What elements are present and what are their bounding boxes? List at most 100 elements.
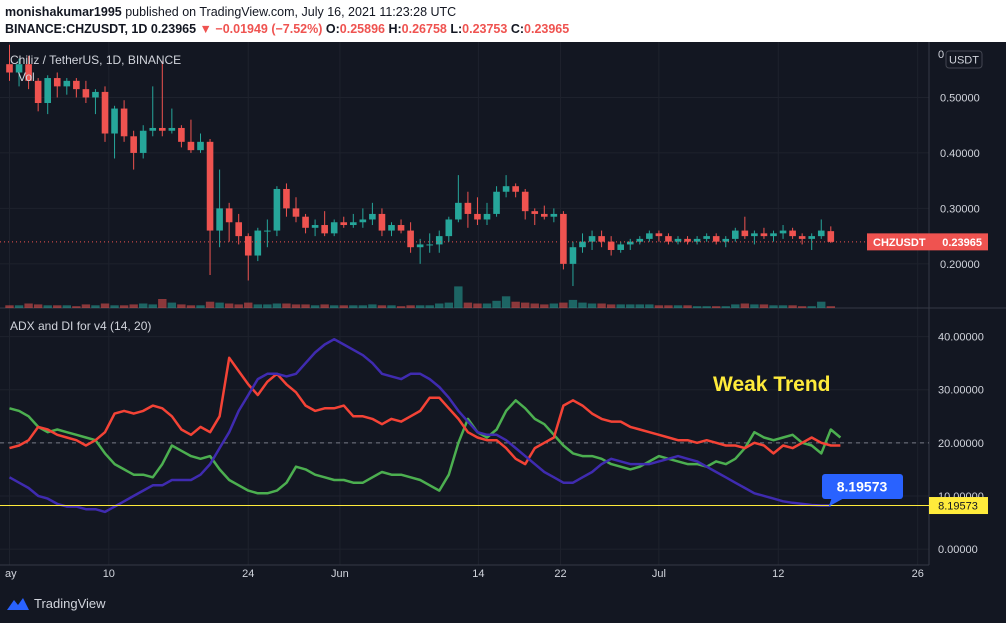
volume-bar [5, 305, 14, 308]
candle-body [770, 233, 777, 237]
volume-bar [320, 304, 329, 308]
volume-bar [62, 305, 71, 308]
volume-bar [310, 305, 320, 308]
volume-bar [33, 304, 43, 308]
volume-bar [253, 304, 262, 308]
candle-body [6, 64, 13, 73]
indicator-tick-label: 30.00000 [938, 385, 984, 397]
price-change: −0.01949 (−7.52%) [215, 22, 323, 36]
volume-bar [626, 304, 635, 308]
volume-bar [215, 302, 224, 308]
candle-body [53, 78, 61, 87]
volume-bar [425, 305, 434, 308]
close-label: C: [510, 22, 525, 36]
candle-body [273, 188, 281, 231]
volume-bar [740, 303, 750, 308]
candle-body [178, 127, 185, 142]
volume-bar [482, 303, 492, 308]
last-price-symbol: CHZUSDT [873, 237, 926, 249]
volume-bar [330, 305, 339, 308]
volume-bar [635, 304, 644, 308]
time-axis[interactable]: ay 10 24 Jun 14 22 Jul 12 26 [5, 568, 924, 580]
time-tick-label: Jun [331, 568, 349, 580]
volume-bar [72, 306, 81, 308]
candle-body [531, 211, 539, 214]
close-value: 0.23965 [524, 22, 570, 36]
last-price: 0.23965 [150, 22, 197, 36]
candle-body [426, 244, 433, 246]
volume-bar [587, 303, 597, 308]
indicator-tick-label: 40.00000 [938, 332, 984, 344]
volume-bar [597, 303, 606, 308]
candle-body [197, 141, 204, 151]
candle-body [598, 236, 605, 242]
candle-body [483, 213, 491, 220]
candle-body [588, 236, 596, 242]
volume-bar [559, 302, 568, 308]
candle-body [15, 64, 23, 73]
candle-body [82, 89, 90, 98]
candle-body [321, 225, 328, 234]
volume-bar [606, 304, 616, 308]
volume-bar [158, 299, 167, 308]
publication-info: published on TradingView.com, July 16, 2… [125, 5, 457, 19]
volume-bar [110, 305, 119, 308]
volume-bar [291, 304, 301, 308]
candle-body [168, 127, 176, 131]
tradingview-brand: TradingView [34, 596, 106, 611]
main-chart-title: Chiliz / TetherUS, 1D, BINANCE [10, 53, 181, 67]
candle-body [569, 247, 577, 264]
volume-bar [750, 304, 759, 308]
candle-body [607, 241, 615, 250]
volume-bar [721, 306, 730, 308]
volume-bar [339, 305, 348, 308]
candle-body [560, 213, 567, 264]
grid [0, 42, 929, 565]
volume-bar [263, 304, 272, 308]
volume-bar [186, 305, 196, 308]
candle-body [808, 236, 815, 239]
tradingview-logo[interactable]: TradingView [7, 596, 106, 611]
volume-bar [511, 301, 520, 308]
down-arrow-icon: ▼ [199, 22, 212, 36]
currency-badge-frame [945, 50, 983, 69]
candle-body [350, 222, 357, 226]
author-name[interactable]: monishakumar1995 [5, 5, 122, 19]
low-value: 0.23753 [462, 22, 508, 36]
price-axis[interactable]: 0.20000 0.30000 0.40000 0.50000 [940, 92, 980, 270]
candle-body [254, 230, 262, 256]
volume-bar [349, 305, 358, 308]
time-tick-label: 14 [472, 568, 484, 580]
volume-bar [224, 303, 234, 308]
volume-bar [521, 302, 530, 308]
candle-body [311, 225, 319, 228]
time-tick-label: 24 [242, 568, 254, 580]
volume-legend: Vol [18, 70, 35, 84]
candlesticks [6, 44, 835, 287]
price-tick-label: 0.50000 [940, 92, 980, 104]
currency-badge[interactable]: USDT [945, 50, 983, 69]
volume-bar [731, 304, 740, 308]
adx-level-axis-value: 8.19573 [938, 501, 978, 513]
candle-body [760, 233, 768, 237]
volume-bar [81, 304, 91, 308]
chart-canvas[interactable]: CHZUSDT 0.23965 Chiliz / TetherUS, 1D, B… [0, 42, 1006, 590]
candle-body [732, 230, 739, 239]
volume-bar [282, 303, 291, 308]
candle-body [817, 230, 825, 237]
candle-body [111, 108, 118, 134]
volume-bar [788, 305, 797, 308]
volume-bar [387, 305, 396, 308]
volume-bar [463, 302, 473, 308]
adx-level-axis-label: 8.19573 [929, 497, 988, 515]
candle-body [130, 136, 137, 153]
volume-bar [797, 306, 807, 308]
candle-body [751, 233, 758, 237]
candle-body [34, 80, 42, 104]
candle-body [101, 91, 109, 134]
volume-bar [377, 305, 387, 308]
volume-bar [43, 305, 52, 308]
volume-bar [673, 305, 683, 308]
high-value: 0.26758 [401, 22, 447, 36]
